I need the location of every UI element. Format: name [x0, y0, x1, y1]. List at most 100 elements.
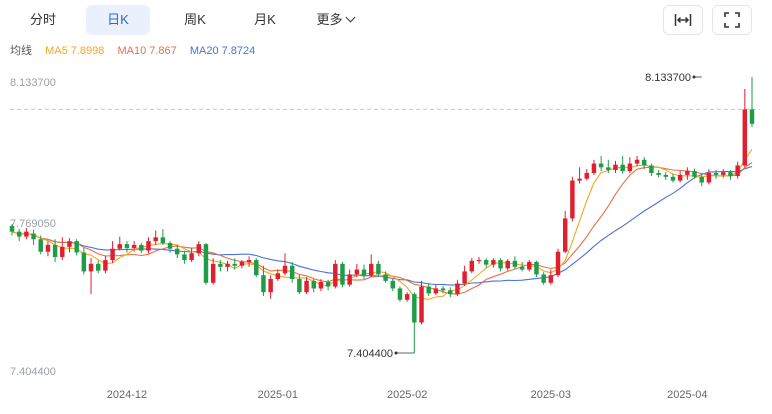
tab-more-label: 更多 [316, 12, 343, 27]
fit-width-button[interactable] [663, 5, 703, 35]
candle [110, 241, 115, 264]
candle [383, 271, 388, 283]
x-tick-label: 2024-12 [107, 389, 147, 401]
candle [742, 88, 748, 168]
candle [60, 237, 65, 261]
candle [606, 159, 611, 174]
fullscreen-button[interactable] [712, 5, 752, 35]
period-tabs: 分时 日K 周K 月K 更多 [10, 5, 368, 35]
candle [74, 239, 79, 256]
candle [354, 263, 360, 278]
candle [577, 167, 582, 184]
candle [232, 258, 237, 270]
candle [52, 239, 58, 262]
candle [297, 274, 302, 295]
candle [721, 169, 726, 178]
candle [555, 248, 561, 278]
max-annotation-dot [692, 75, 696, 79]
ma20-line [11, 165, 753, 286]
candle [685, 167, 690, 180]
candle [182, 250, 187, 264]
candle [670, 173, 676, 183]
candle [598, 155, 604, 172]
candle [361, 264, 367, 279]
tab-monthly-k[interactable]: 月K [254, 12, 276, 27]
tab-intraday[interactable]: 分时 [29, 12, 56, 27]
candle [167, 241, 173, 253]
candle [570, 176, 575, 222]
candle [749, 77, 755, 127]
candle [390, 278, 396, 292]
candle [656, 169, 661, 178]
candle [9, 224, 15, 236]
candle [38, 235, 43, 255]
candle [534, 260, 539, 278]
tab-daily-k[interactable]: 日K [86, 5, 150, 35]
candle [368, 254, 374, 278]
candle [282, 253, 288, 276]
candle [541, 272, 546, 285]
candle [728, 169, 733, 180]
candle [340, 261, 345, 288]
candle [455, 279, 460, 297]
min-annotation-dot [394, 351, 398, 355]
candle [153, 230, 158, 245]
ma-legend: 均线 MA5 7.8998 MA10 7.867 MA20 7.8724 [10, 42, 265, 58]
y-tick-mid: 7.769050 [10, 218, 56, 230]
candle [735, 161, 740, 179]
candle [203, 243, 209, 285]
candle [139, 243, 144, 254]
candle [275, 269, 281, 281]
candle [584, 169, 589, 181]
candle [462, 265, 467, 286]
candle [527, 260, 532, 272]
candle [627, 157, 633, 174]
candle [419, 280, 424, 325]
candle [613, 160, 618, 174]
candle [491, 258, 496, 268]
candle [692, 168, 697, 179]
candle [246, 256, 252, 267]
candle [124, 241, 130, 253]
candle [642, 157, 647, 170]
ma-title: 均线 [10, 45, 32, 57]
candle [16, 229, 22, 242]
x-tick-label: 2025-02 [387, 389, 427, 401]
ma10-legend: MA10 7.867 [117, 45, 177, 57]
tab-weekly-k[interactable]: 周K [184, 12, 206, 27]
candle [512, 256, 518, 270]
candle [254, 258, 259, 278]
candle [706, 169, 712, 185]
candle [448, 287, 453, 298]
candle [218, 260, 223, 272]
candle [95, 260, 101, 274]
candle [160, 229, 166, 245]
candle [210, 258, 216, 285]
x-tick-label: 2025-03 [531, 389, 571, 401]
ma5-legend: MA5 7.8998 [45, 45, 105, 57]
candle [239, 260, 245, 269]
candle [591, 159, 597, 175]
candle [311, 278, 316, 293]
candle [175, 244, 180, 259]
candle [663, 172, 669, 180]
candle [81, 247, 87, 275]
candle [24, 227, 29, 240]
candle [426, 282, 431, 297]
candle [476, 257, 482, 264]
candle [634, 155, 640, 167]
candle [268, 275, 273, 299]
candle [31, 229, 36, 245]
candle [469, 258, 475, 274]
candle [433, 284, 439, 295]
y-tick-bottom: 7.404400 [10, 366, 56, 378]
candle [261, 265, 266, 297]
candle [404, 292, 410, 302]
candle [67, 238, 72, 253]
candle [45, 241, 51, 257]
candle [699, 173, 704, 187]
fit-width-icon [674, 14, 692, 26]
candle [440, 285, 446, 294]
tab-more[interactable]: 更多 [302, 5, 368, 35]
